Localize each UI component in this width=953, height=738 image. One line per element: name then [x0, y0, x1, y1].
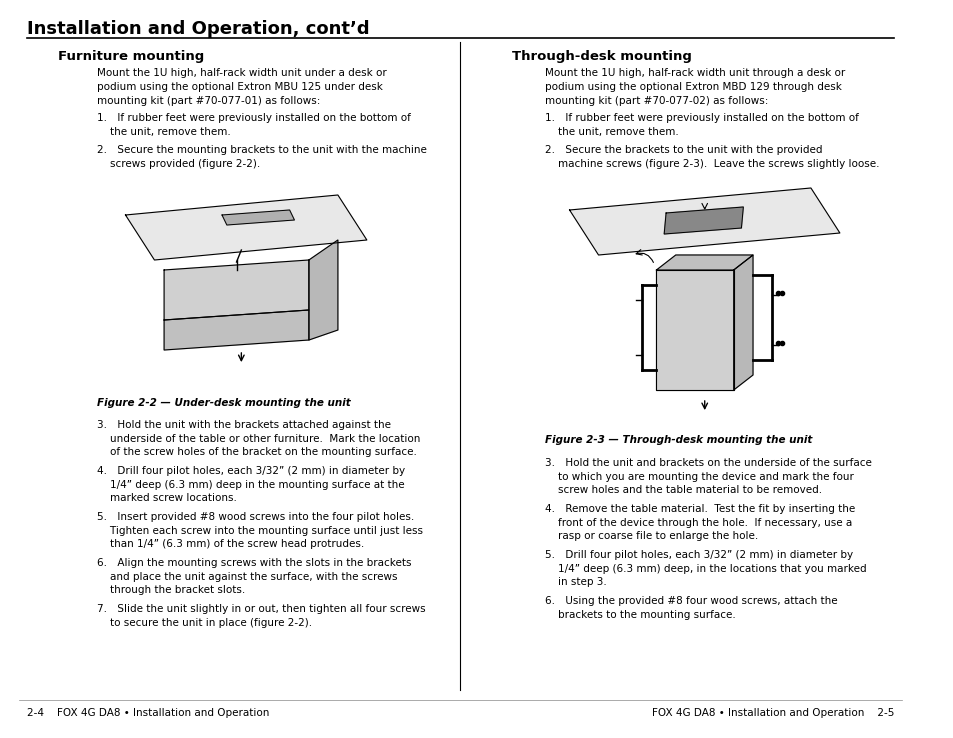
Text: 1. If rubber feet were previously installed on the bottom of
    the unit, remov: 1. If rubber feet were previously instal… — [545, 113, 859, 137]
Polygon shape — [569, 188, 839, 255]
Text: Mount the 1U high, half-rack width unit under a desk or
podium using the optiona: Mount the 1U high, half-rack width unit … — [96, 68, 386, 106]
Text: 3. Hold the unit and brackets on the underside of the surface
    to which you a: 3. Hold the unit and brackets on the und… — [545, 458, 871, 495]
Text: Furniture mounting: Furniture mounting — [58, 50, 204, 63]
Text: Through-desk mounting: Through-desk mounting — [511, 50, 691, 63]
Text: 2-4    FOX 4G DA8 • Installation and Operation: 2-4 FOX 4G DA8 • Installation and Operat… — [27, 708, 269, 718]
Text: 2. Secure the mounting brackets to the unit with the machine
    screws provided: 2. Secure the mounting brackets to the u… — [96, 145, 426, 169]
Text: FOX 4G DA8 • Installation and Operation    2-5: FOX 4G DA8 • Installation and Operation … — [651, 708, 893, 718]
Text: 6. Align the mounting screws with the slots in the brackets
    and place the un: 6. Align the mounting screws with the sl… — [96, 558, 411, 596]
Text: 3. Hold the unit with the brackets attached against the
    underside of the tab: 3. Hold the unit with the brackets attac… — [96, 420, 419, 458]
Polygon shape — [222, 210, 294, 225]
Text: 4. Remove the table material.  Test the fit by inserting the
    front of the de: 4. Remove the table material. Test the f… — [545, 504, 855, 541]
Text: 4. Drill four pilot holes, each 3/32” (2 mm) in diameter by
    1/4” deep (6.3 m: 4. Drill four pilot holes, each 3/32” (2… — [96, 466, 404, 503]
Text: Figure 2-3 — Through-desk mounting the unit: Figure 2-3 — Through-desk mounting the u… — [545, 435, 812, 445]
Text: Installation and Operation, cont’d: Installation and Operation, cont’d — [27, 20, 369, 38]
Text: 7. Slide the unit slightly in or out, then tighten all four screws
    to secure: 7. Slide the unit slightly in or out, th… — [96, 604, 425, 627]
Polygon shape — [656, 270, 733, 390]
Polygon shape — [164, 260, 309, 320]
Polygon shape — [126, 195, 367, 260]
Text: Mount the 1U high, half-rack width unit through a desk or
podium using the optio: Mount the 1U high, half-rack width unit … — [545, 68, 844, 106]
Polygon shape — [656, 255, 752, 270]
Text: 6. Using the provided #8 four wood screws, attach the
    brackets to the mounti: 6. Using the provided #8 four wood screw… — [545, 596, 837, 620]
Text: 1. If rubber feet were previously installed on the bottom of
    the unit, remov: 1. If rubber feet were previously instal… — [96, 113, 410, 137]
Text: 2. Secure the brackets to the unit with the provided
    machine screws (figure : 2. Secure the brackets to the unit with … — [545, 145, 879, 169]
Text: 5. Drill four pilot holes, each 3/32” (2 mm) in diameter by
    1/4” deep (6.3 m: 5. Drill four pilot holes, each 3/32” (2… — [545, 550, 866, 587]
Polygon shape — [733, 255, 752, 390]
Text: 5. Insert provided #8 wood screws into the four pilot holes.
    Tighten each sc: 5. Insert provided #8 wood screws into t… — [96, 512, 422, 549]
Polygon shape — [164, 310, 309, 350]
Text: Figure 2-2 — Under-desk mounting the unit: Figure 2-2 — Under-desk mounting the uni… — [96, 398, 350, 408]
Polygon shape — [309, 240, 337, 340]
Polygon shape — [663, 207, 742, 234]
